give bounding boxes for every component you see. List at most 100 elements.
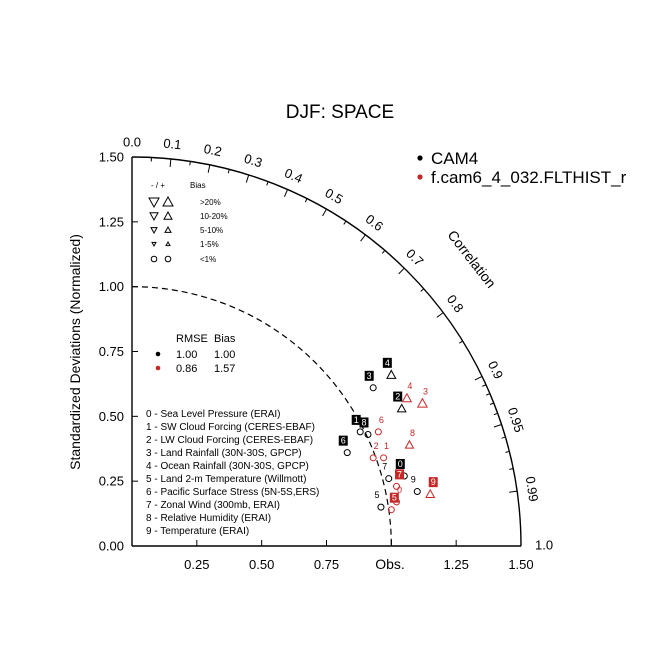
data-point-marker bbox=[380, 454, 388, 462]
correlation-minor-tick bbox=[227, 169, 230, 174]
data-point-label-box bbox=[364, 370, 374, 381]
data-point-label: 8 bbox=[361, 417, 366, 427]
bias-legend-triangle-up bbox=[165, 240, 171, 247]
variable-item: 0 - Sea Level Pressure (ERAI) bbox=[146, 409, 281, 420]
correlation-tick-label: 0.8 bbox=[444, 292, 467, 315]
data-point-label: 0 bbox=[397, 485, 402, 495]
data-point-marker bbox=[425, 488, 436, 498]
reference-arc bbox=[131, 286, 392, 547]
data-point-label: 5 bbox=[392, 493, 397, 503]
bias-legend-circle bbox=[150, 255, 158, 263]
data-point-label: 3 bbox=[423, 386, 428, 396]
bias-legend-circle bbox=[164, 255, 172, 263]
correlation-minor-tick bbox=[486, 393, 491, 396]
data-point-label: 4 bbox=[407, 381, 412, 391]
data-point-label: 6 bbox=[379, 415, 384, 425]
data-point-marker bbox=[393, 482, 401, 490]
legend-marker-cam6 bbox=[417, 174, 423, 180]
stats-rmse-cam4: 1.00 bbox=[176, 349, 197, 361]
stats-header-bias: Bias bbox=[214, 333, 236, 345]
bias-legend-triangle-down bbox=[149, 212, 159, 222]
variable-item: 8 - Relative Humidity (ERAI) bbox=[146, 513, 271, 524]
data-point-label-box bbox=[428, 477, 438, 488]
correlation-minor-tick bbox=[420, 288, 425, 292]
stats-bias-cam6: 1.57 bbox=[214, 363, 235, 375]
correlation-minor-tick bbox=[501, 436, 506, 439]
y-tick-label: 1.50 bbox=[99, 150, 124, 165]
correlation-tick-label: 0.99 bbox=[523, 475, 541, 502]
data-point-label-box bbox=[359, 417, 369, 428]
data-point-marker bbox=[386, 369, 397, 379]
correlation-tick-label: 0.0 bbox=[123, 134, 141, 149]
correlation-minor-tick bbox=[343, 220, 347, 225]
outer-arc bbox=[131, 156, 522, 547]
x-tick-label: 1.25 bbox=[444, 557, 469, 572]
arc-label-correlation: Correlation bbox=[445, 227, 500, 291]
bias-legend-triangle-up bbox=[164, 225, 172, 233]
bias-legend: - / + Bias >20% 10-20% 5-10% 1-5% <1% bbox=[151, 181, 228, 264]
data-point-marker bbox=[401, 392, 413, 403]
correlation-minor-tick bbox=[482, 384, 487, 387]
bias-legend-row-label: 10-20% bbox=[200, 212, 228, 221]
data-point-label: 7 bbox=[382, 462, 387, 472]
data-point-marker bbox=[387, 506, 395, 514]
bias-legend-row-label: <1% bbox=[200, 255, 216, 264]
data-point-label: 1 bbox=[384, 441, 389, 451]
correlation-tick-label: 0.4 bbox=[282, 165, 305, 186]
correlation-minor-tick bbox=[505, 450, 510, 453]
bias-legend-triangle-down bbox=[151, 241, 157, 248]
data-point-marker bbox=[413, 488, 421, 496]
data-point-label-box bbox=[382, 357, 392, 368]
data-point-marker bbox=[416, 397, 428, 408]
correlation-minor-tick bbox=[458, 340, 463, 344]
correlation-tick-label: 0.9 bbox=[485, 358, 506, 381]
data-point-label: 4 bbox=[385, 358, 390, 368]
correlation-minor-tick bbox=[489, 402, 494, 405]
variable-item: 7 - Zonal Wind (300mb, ERAI) bbox=[146, 500, 280, 511]
bias-legend-triangle-down bbox=[148, 197, 160, 209]
variable-item: 5 - Land 2-m Temperature (Willmott) bbox=[146, 474, 306, 485]
correlation-minor-tick bbox=[493, 412, 498, 416]
data-point-marker bbox=[369, 454, 377, 462]
stats-bias-cam4: 1.00 bbox=[214, 349, 235, 361]
obs-label: Obs. bbox=[375, 556, 405, 572]
correlation-tick bbox=[474, 375, 483, 381]
variable-item: 3 - Land Rainfall (30N-30S, GPCP) bbox=[146, 448, 302, 459]
data-point-marker bbox=[369, 384, 377, 392]
data-point-marker bbox=[385, 475, 393, 483]
correlation-tick bbox=[360, 234, 366, 242]
x-tick-label: 0.50 bbox=[249, 557, 274, 572]
correlation-tick bbox=[169, 158, 172, 167]
bias-legend-row-label: >20% bbox=[200, 198, 221, 207]
data-point-marker bbox=[364, 430, 372, 438]
x-tick-label: 1.50 bbox=[508, 557, 533, 572]
data-point-label: 2 bbox=[374, 441, 379, 451]
data-point-label-box bbox=[389, 492, 399, 503]
data-point-label: 0 bbox=[398, 459, 403, 469]
legend-label-cam4: CAM4 bbox=[431, 149, 478, 168]
y-axis-label: Standardized Deviations (Normalized) bbox=[67, 234, 83, 470]
correlation-tick bbox=[207, 164, 211, 173]
correlation-tick-label: 0.95 bbox=[505, 405, 527, 434]
correlation-minor-tick bbox=[304, 198, 308, 203]
data-point-label: 9 bbox=[411, 475, 416, 485]
y-tick-label: 1.00 bbox=[99, 279, 124, 294]
stats-header-rmse: RMSE bbox=[176, 333, 208, 345]
legend-marker-cam4 bbox=[417, 155, 423, 161]
correlation-tick bbox=[245, 174, 250, 183]
data-point-label: 1 bbox=[354, 415, 359, 425]
correlation-tick-label: 0.5 bbox=[322, 185, 345, 207]
variable-item: 2 - LW Cloud Forcing (CERES-EBAF) bbox=[146, 435, 313, 446]
y-tick-label: 1.25 bbox=[99, 214, 124, 229]
variable-item: 1 - SW Cloud Forcing (CERES-EBAF) bbox=[146, 422, 315, 433]
bias-legend-row-label: 5-10% bbox=[200, 226, 223, 235]
correlation-tick bbox=[322, 208, 327, 217]
correlation-minor-tick bbox=[189, 161, 191, 166]
data-point-label: 7 bbox=[397, 469, 402, 479]
stats-marker-cam4 bbox=[155, 351, 161, 357]
data-point-marker bbox=[374, 428, 382, 436]
data-point-label: 3 bbox=[367, 371, 372, 381]
bias-legend-sign-header: - / + bbox=[151, 181, 165, 190]
y-tick-label: 0.75 bbox=[99, 344, 124, 359]
variable-list: 0 - Sea Level Pressure (ERAI) 1 - SW Clo… bbox=[146, 409, 319, 537]
